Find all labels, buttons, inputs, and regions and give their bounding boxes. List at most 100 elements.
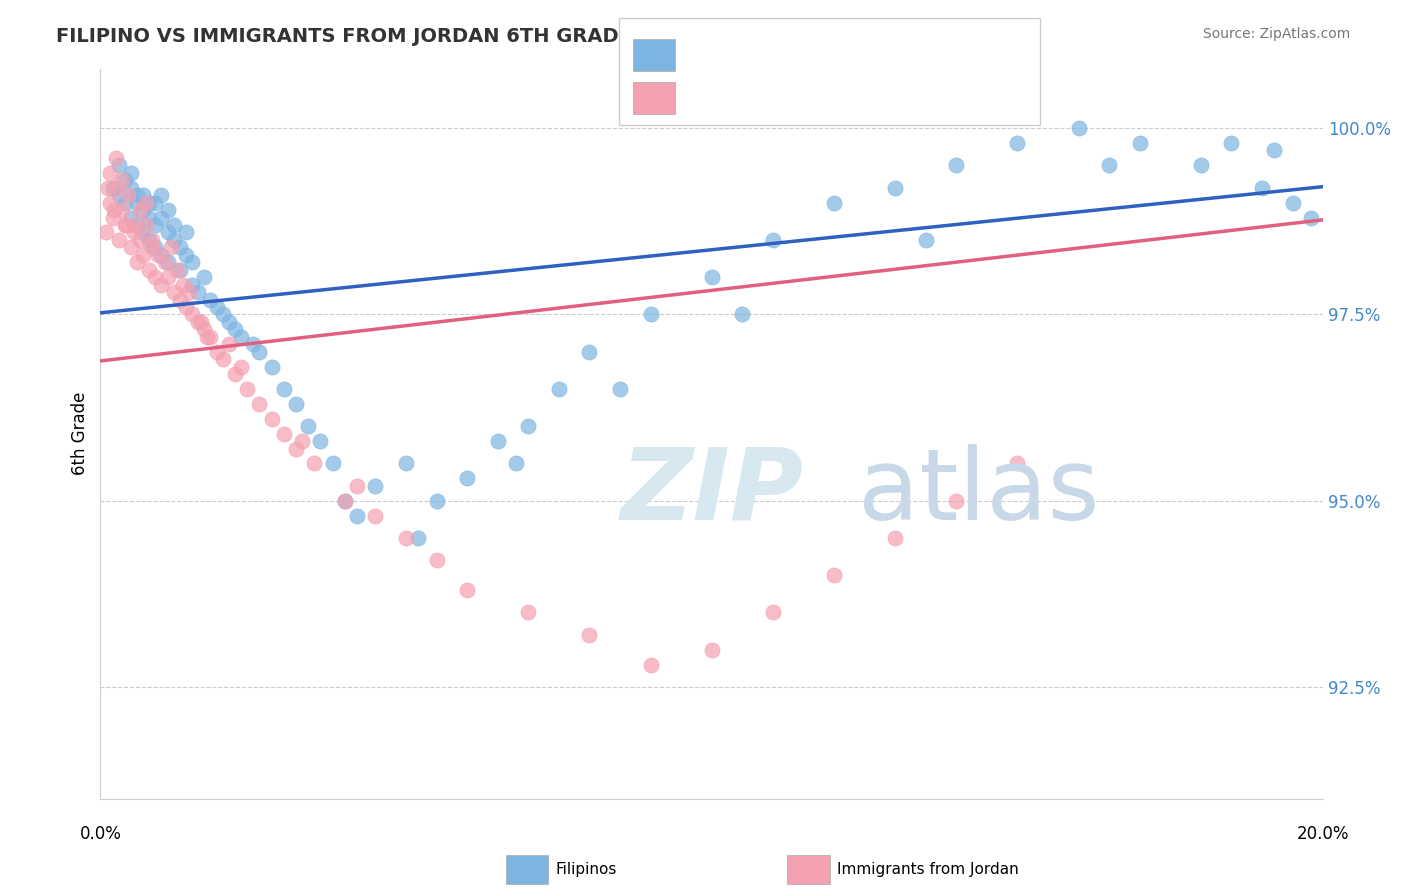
Point [205,344,228,359]
Point [111,203,134,218]
Point [169,240,191,254]
Point [1067,121,1090,136]
Point [211,352,233,367]
Point [145,218,167,232]
Point [150,188,173,202]
Text: Source: ZipAtlas.com: Source: ZipAtlas.com [1202,27,1350,41]
Point [129,203,152,218]
Point [218,337,240,351]
Point [163,218,186,232]
Point [132,203,155,218]
Point [107,188,129,202]
Point [117,188,139,202]
Point [333,493,356,508]
Point [700,270,723,285]
Point [98,195,121,210]
Point [1281,195,1303,210]
Point [141,233,163,247]
Point [517,606,540,620]
Point [456,583,478,598]
Point [260,411,283,425]
Point [285,397,308,411]
Point [166,262,188,277]
Point [260,359,283,374]
Point [145,195,167,210]
Text: R =  0.183   N = 71: R = 0.183 N = 71 [682,91,831,105]
Point [138,211,160,225]
Point [1263,144,1285,158]
Point [145,270,167,285]
Point [273,382,295,396]
Point [211,307,233,321]
Point [122,218,145,232]
Point [195,330,218,344]
Point [181,277,204,292]
Point [1299,211,1322,225]
Point [224,367,246,381]
Point [426,553,449,567]
Point [224,322,246,336]
Point [187,315,209,329]
Point [96,226,118,240]
Point [884,531,907,545]
Text: Filipinos: Filipinos [555,863,617,877]
Point [172,277,194,292]
Point [193,322,215,336]
Point [297,419,319,434]
Point [148,248,170,262]
Point [107,158,129,172]
Point [456,471,478,485]
Point [273,426,295,441]
Point [1098,158,1121,172]
Point [1251,180,1274,194]
Point [1189,158,1212,172]
Point [823,568,845,582]
Point [505,457,527,471]
Point [200,330,222,344]
Point [120,166,142,180]
Point [945,493,967,508]
Point [247,397,270,411]
Point [304,457,326,471]
Point [205,300,228,314]
Point [762,606,785,620]
Point [229,330,252,344]
Point [141,240,163,254]
Text: FILIPINO VS IMMIGRANTS FROM JORDAN 6TH GRADE CORRELATION CHART: FILIPINO VS IMMIGRANTS FROM JORDAN 6TH G… [56,27,873,45]
Point [174,226,197,240]
Point [150,248,173,262]
Point [174,300,197,314]
Point [333,493,356,508]
Point [120,240,142,254]
Point [1220,136,1243,150]
Point [120,180,142,194]
Point [111,173,134,187]
Point [609,382,631,396]
Text: ZIP: ZIP [620,443,803,541]
Point [187,285,209,299]
Point [150,211,173,225]
Point [395,457,418,471]
Point [236,382,259,396]
Point [114,218,136,232]
Point [200,293,222,307]
Point [156,226,179,240]
Point [138,262,160,277]
Point [101,180,124,194]
Point [517,419,540,434]
Text: R = 0.350   N = 81: R = 0.350 N = 81 [682,48,827,62]
Point [1007,457,1029,471]
Point [159,240,181,254]
Point [125,255,148,269]
Point [945,158,967,172]
Point [129,233,152,247]
Point [578,628,600,642]
Point [823,195,845,210]
Point [132,226,155,240]
Point [135,218,157,232]
Point [309,434,332,449]
Point [125,188,148,202]
Point [107,233,129,247]
Point [163,233,186,247]
Point [762,233,785,247]
